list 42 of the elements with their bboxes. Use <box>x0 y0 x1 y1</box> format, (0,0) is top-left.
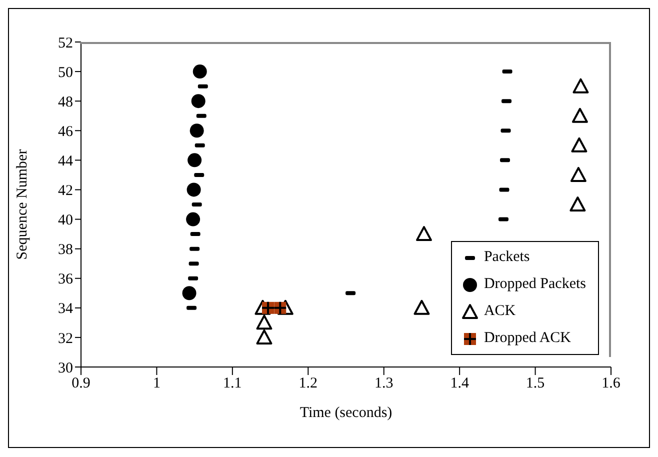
y-tick-label: 52 <box>58 35 73 52</box>
y-tick-label: 36 <box>58 272 74 288</box>
x-tick-label: 1 <box>152 376 160 392</box>
point <box>256 314 272 330</box>
legend-label: Dropped Packets <box>484 276 586 293</box>
point <box>186 182 201 197</box>
y-tick-label: 44 <box>58 154 74 170</box>
point <box>570 196 586 212</box>
point <box>190 124 204 138</box>
x-tick-label: 0.9 <box>72 376 90 392</box>
point <box>414 300 430 315</box>
point <box>570 166 586 182</box>
x-tick-label: 1.2 <box>298 376 318 392</box>
legend-label: Packets <box>484 249 530 266</box>
point <box>192 64 207 79</box>
legend-label: Dropped ACK <box>484 330 572 347</box>
y-tick-label: 38 <box>58 242 73 258</box>
legend-label: ACK <box>484 303 516 320</box>
point <box>182 286 196 300</box>
point <box>572 78 589 94</box>
point <box>191 94 206 108</box>
y-tick-label: 46 <box>58 124 74 140</box>
y-tick-label: 32 <box>58 330 73 347</box>
y-axis-title: Sequence Number <box>14 149 30 260</box>
point <box>416 226 432 242</box>
y-tick-label: 40 <box>58 212 73 229</box>
y-tick-label: 34 <box>58 301 74 318</box>
x-tick-label: 1.5 <box>526 376 545 392</box>
y-tick-label: 50 <box>58 64 73 81</box>
x-tick-label: 1.3 <box>374 376 394 392</box>
point <box>186 212 200 226</box>
y-tick-label: 48 <box>58 94 73 110</box>
x-tick-label: 1.1 <box>223 376 242 392</box>
point <box>571 137 588 152</box>
point <box>256 329 272 344</box>
point <box>572 108 588 123</box>
x-axis-title: Time (seconds) <box>300 405 392 421</box>
point <box>188 153 202 168</box>
x-tick-label: 1.4 <box>450 376 470 392</box>
y-tick-label: 42 <box>58 183 73 200</box>
x-tick-label: 1.6 <box>602 376 621 392</box>
y-tick-label: 30 <box>58 360 73 376</box>
